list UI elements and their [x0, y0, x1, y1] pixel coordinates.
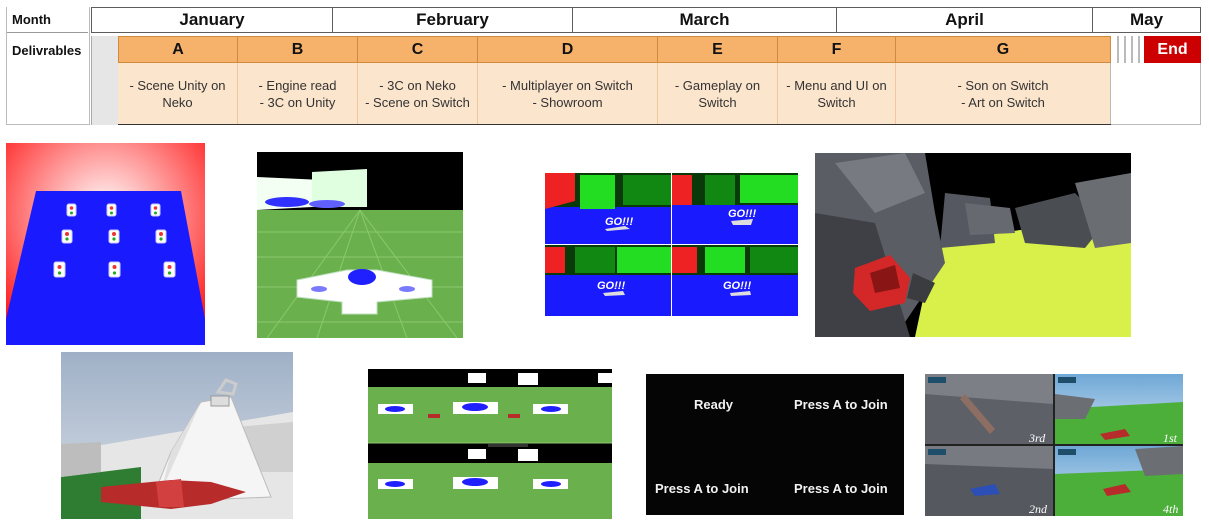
race-place-1st: 1st	[1163, 431, 1178, 445]
month-row-label: Month	[6, 7, 88, 33]
press-a-to-join-label-3: Press A to Join	[794, 481, 888, 496]
grey-spacer	[91, 36, 118, 125]
deliverable-letter-e: E	[658, 36, 778, 63]
deliverable-letter-g: G	[896, 36, 1111, 63]
deliverable-desc-b: - Engine read - 3C on Unity	[238, 63, 358, 124]
month-april: April	[836, 7, 1093, 33]
screenshot-ship-hook	[61, 352, 293, 519]
press-a-to-join-label-2: Press A to Join	[655, 481, 749, 496]
table-right-border	[1110, 63, 1201, 125]
deliverable-letter-d: D	[478, 36, 658, 63]
month-march: March	[572, 7, 837, 33]
deliverable-desc-d: - Multiplayer on Switch - Showroom	[478, 63, 658, 124]
deliverable-desc-g: - Son on Switch - Art on Switch	[896, 63, 1111, 124]
screenshot-blue-room	[6, 143, 205, 345]
screenshot-split-green-platforms	[368, 369, 612, 519]
race-place-4th: 4th	[1163, 502, 1178, 516]
deliverables-row-label: Delivrables	[6, 36, 88, 64]
deliverable-letter-b: B	[238, 36, 358, 63]
deliverable-letter-a: A	[118, 36, 238, 63]
end-separator-lines	[1115, 36, 1143, 63]
deliverable-desc-a: - Scene Unity on Neko	[118, 63, 238, 124]
split-quadrant-1: GO!!!	[545, 173, 671, 244]
screenshot-green-platform	[257, 152, 463, 338]
month-february: February	[332, 7, 573, 33]
deliverable-desc-f: - Menu and UI on Switch	[778, 63, 896, 124]
go-label-1: GO!!!	[605, 216, 633, 228]
go-label-2: GO!!!	[728, 208, 756, 220]
split-quadrant-2: GO!!!	[672, 173, 798, 244]
split-quadrant-4: GO!!!	[672, 245, 798, 316]
screenshot-rocky-canyon	[815, 153, 1131, 337]
deliverable-desc-e: - Gameplay on Switch	[658, 63, 778, 124]
month-may: May	[1092, 7, 1201, 33]
table-bottom-border	[118, 124, 1111, 125]
deliverable-letter-f: F	[778, 36, 896, 63]
go-label-4: GO!!!	[723, 280, 751, 292]
split-quadrant-3: GO!!!	[545, 245, 671, 316]
deliverable-letter-c: C	[358, 36, 478, 63]
screenshot-join-screen: Ready Press A to Join Press A to Join Pr…	[646, 374, 904, 515]
go-label-3: GO!!!	[597, 280, 625, 292]
row-label-border	[6, 7, 90, 125]
race-place-3rd: 3rd	[1028, 431, 1046, 445]
race-place-2nd: 2nd	[1029, 502, 1048, 516]
end-marker: End	[1144, 36, 1201, 63]
ready-label: Ready	[694, 397, 734, 412]
press-a-to-join-label-1: Press A to Join	[794, 397, 888, 412]
screenshot-race-split: 3rd 1st 2nd 4th	[925, 374, 1183, 516]
screenshot-splitscreen-go: GO!!! GO!!! GO!!! GO!!!	[545, 173, 798, 316]
deliverable-desc-c: - 3C on Neko - Scene on Switch	[358, 63, 478, 124]
month-january: January	[91, 7, 333, 33]
